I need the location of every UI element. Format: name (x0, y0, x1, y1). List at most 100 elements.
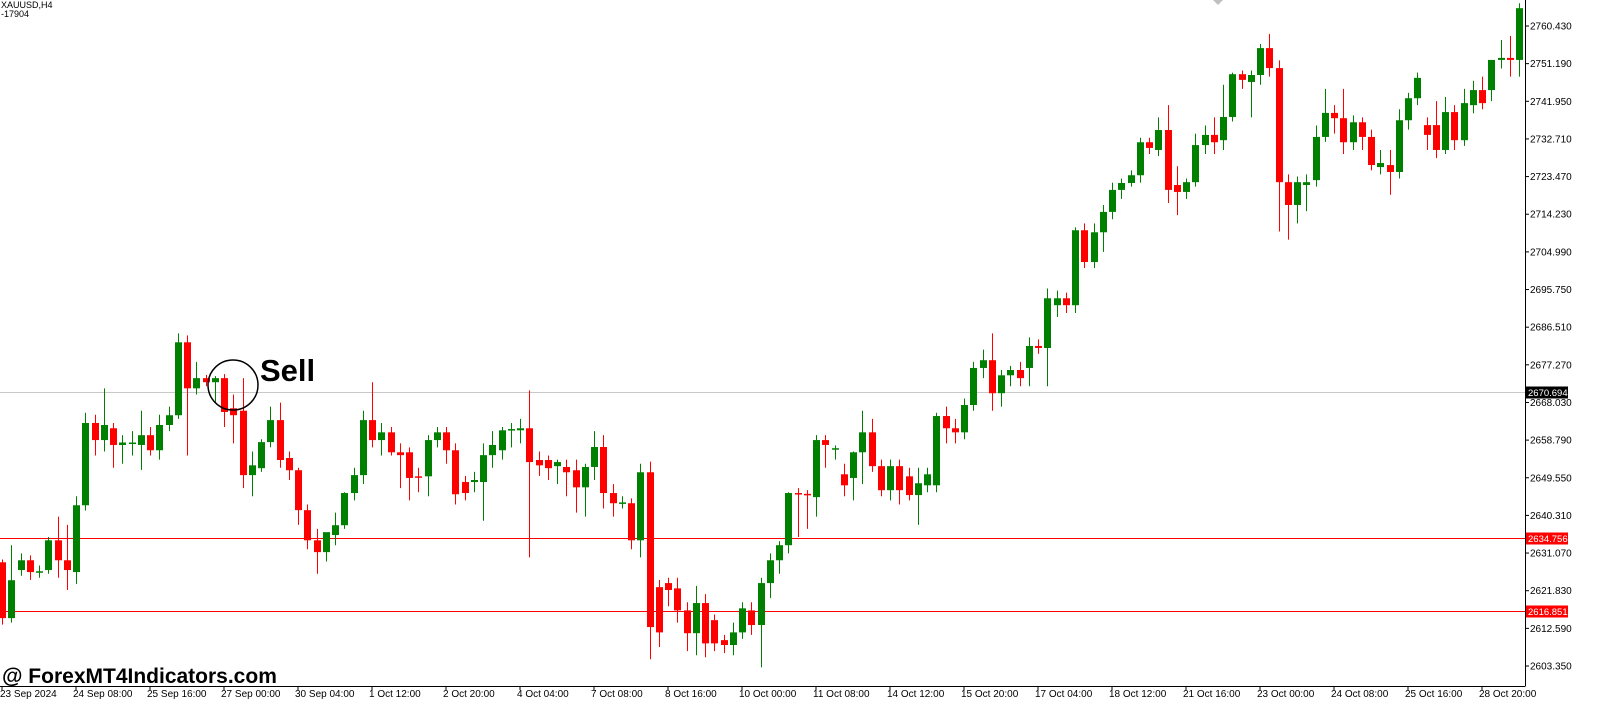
candle-body (378, 432, 385, 441)
candle-body (73, 505, 80, 573)
candle-body (804, 493, 811, 496)
y-tick-label: 2723.470 (1530, 172, 1572, 183)
sell-annotation: Sell (260, 353, 315, 388)
candle-body (314, 540, 321, 553)
candle-body (1063, 298, 1070, 306)
candle-body (1128, 175, 1135, 183)
candle-body (1183, 182, 1190, 192)
y-tick-label: 2668.030 (1530, 398, 1572, 409)
candle-body (1091, 232, 1098, 263)
candle-body (1026, 345, 1033, 368)
candle-body (443, 432, 450, 451)
candle-body (721, 640, 728, 646)
candle-body (480, 455, 487, 483)
x-tick-label: 11 Oct 08:00 (813, 689, 870, 700)
axes: 2760.430 2751.190 2741.950 2732.710 2723.470… (0, 21, 1572, 700)
candle-body (748, 610, 755, 626)
candle-body (240, 410, 247, 476)
candle-body (1100, 211, 1107, 233)
candle-body (1479, 90, 1486, 104)
price-label: 2616.851 (1528, 607, 1568, 618)
candle-body (619, 502, 626, 504)
candle-body (980, 360, 987, 368)
candle-body (989, 360, 996, 394)
watermark: @ ForexMT4Indicators.com (2, 665, 277, 688)
candle-body (1155, 130, 1162, 150)
y-tick-label: 2612.590 (1530, 624, 1572, 635)
candle-body (92, 422, 99, 441)
price-label-bg (1526, 386, 1568, 399)
x-tick-label: 21 Oct 16:00 (1183, 689, 1241, 700)
candle-body (1294, 182, 1301, 205)
candle-body (1414, 77, 1421, 99)
candle-body (906, 476, 913, 496)
candle-body (600, 446, 607, 494)
candle-body (489, 444, 496, 456)
candle-body (323, 532, 330, 553)
y-tick-label: 2751.190 (1530, 59, 1572, 70)
candle-body (767, 560, 774, 584)
candle-body (369, 420, 376, 441)
x-tick-label: 8 Oct 16:00 (665, 689, 717, 700)
candle-body (952, 428, 959, 433)
candle-body (822, 440, 829, 445)
candle-body (674, 588, 681, 611)
candle-body (1516, 8, 1523, 60)
candle-body (1442, 112, 1449, 150)
candle-body (193, 378, 200, 389)
candle-body (267, 420, 274, 443)
x-tick-label: 7 Oct 08:00 (591, 689, 643, 700)
candle-body (1174, 185, 1181, 192)
candle-body (998, 375, 1005, 394)
candle-body (1229, 74, 1236, 117)
candle-body (1118, 182, 1125, 190)
candle-body (637, 472, 644, 541)
candle-body (850, 452, 857, 478)
candle-body (1239, 74, 1246, 80)
candle-body (18, 560, 25, 571)
candle-body (508, 429, 515, 431)
candle-body (1017, 369, 1024, 379)
candle-body (758, 583, 765, 626)
candle-body (1424, 125, 1431, 135)
sell-circle (207, 359, 259, 411)
y-tick-label: 2695.750 (1530, 285, 1572, 296)
price-label-bg (1526, 532, 1568, 545)
candle-body (1202, 134, 1209, 146)
x-tick-label: 28 Oct 20:00 (1479, 689, 1537, 700)
candle-body (212, 378, 219, 383)
candle-body (129, 442, 136, 445)
y-tick-label: 2741.950 (1530, 97, 1572, 108)
candle-body (471, 480, 478, 483)
candle-body (45, 540, 52, 571)
price-label: 2670.694 (1528, 388, 1568, 399)
candle-body (554, 462, 561, 467)
candle-body (841, 474, 848, 486)
candle-body (1322, 112, 1329, 137)
candle-body (970, 367, 977, 406)
candle-body (1405, 98, 1412, 121)
candle-body (896, 466, 903, 491)
price-label: 2634.756 (1528, 534, 1568, 545)
candle-body (582, 466, 589, 488)
y-tick-label: 2732.710 (1530, 134, 1572, 145)
candle-body (656, 587, 663, 633)
x-tick-label: 24 Oct 08:00 (1331, 689, 1389, 700)
candle-body (351, 475, 358, 494)
x-tick-label: 18 Oct 12:00 (1109, 689, 1167, 700)
y-tick-label: 2640.310 (1530, 511, 1572, 522)
candle-body (1470, 90, 1477, 106)
candle-body (1081, 230, 1088, 263)
candle-body (249, 465, 256, 476)
candle-body (1192, 145, 1199, 183)
candle-body (1377, 163, 1384, 168)
candle-body (452, 450, 459, 495)
price-label-bg (1526, 605, 1568, 618)
symbol-label: XAUUSD,H4 (1, 0, 53, 10)
candle-body (1488, 59, 1495, 91)
candle-body (1276, 68, 1283, 183)
candle-body (1044, 298, 1051, 348)
candle-body (156, 424, 163, 451)
